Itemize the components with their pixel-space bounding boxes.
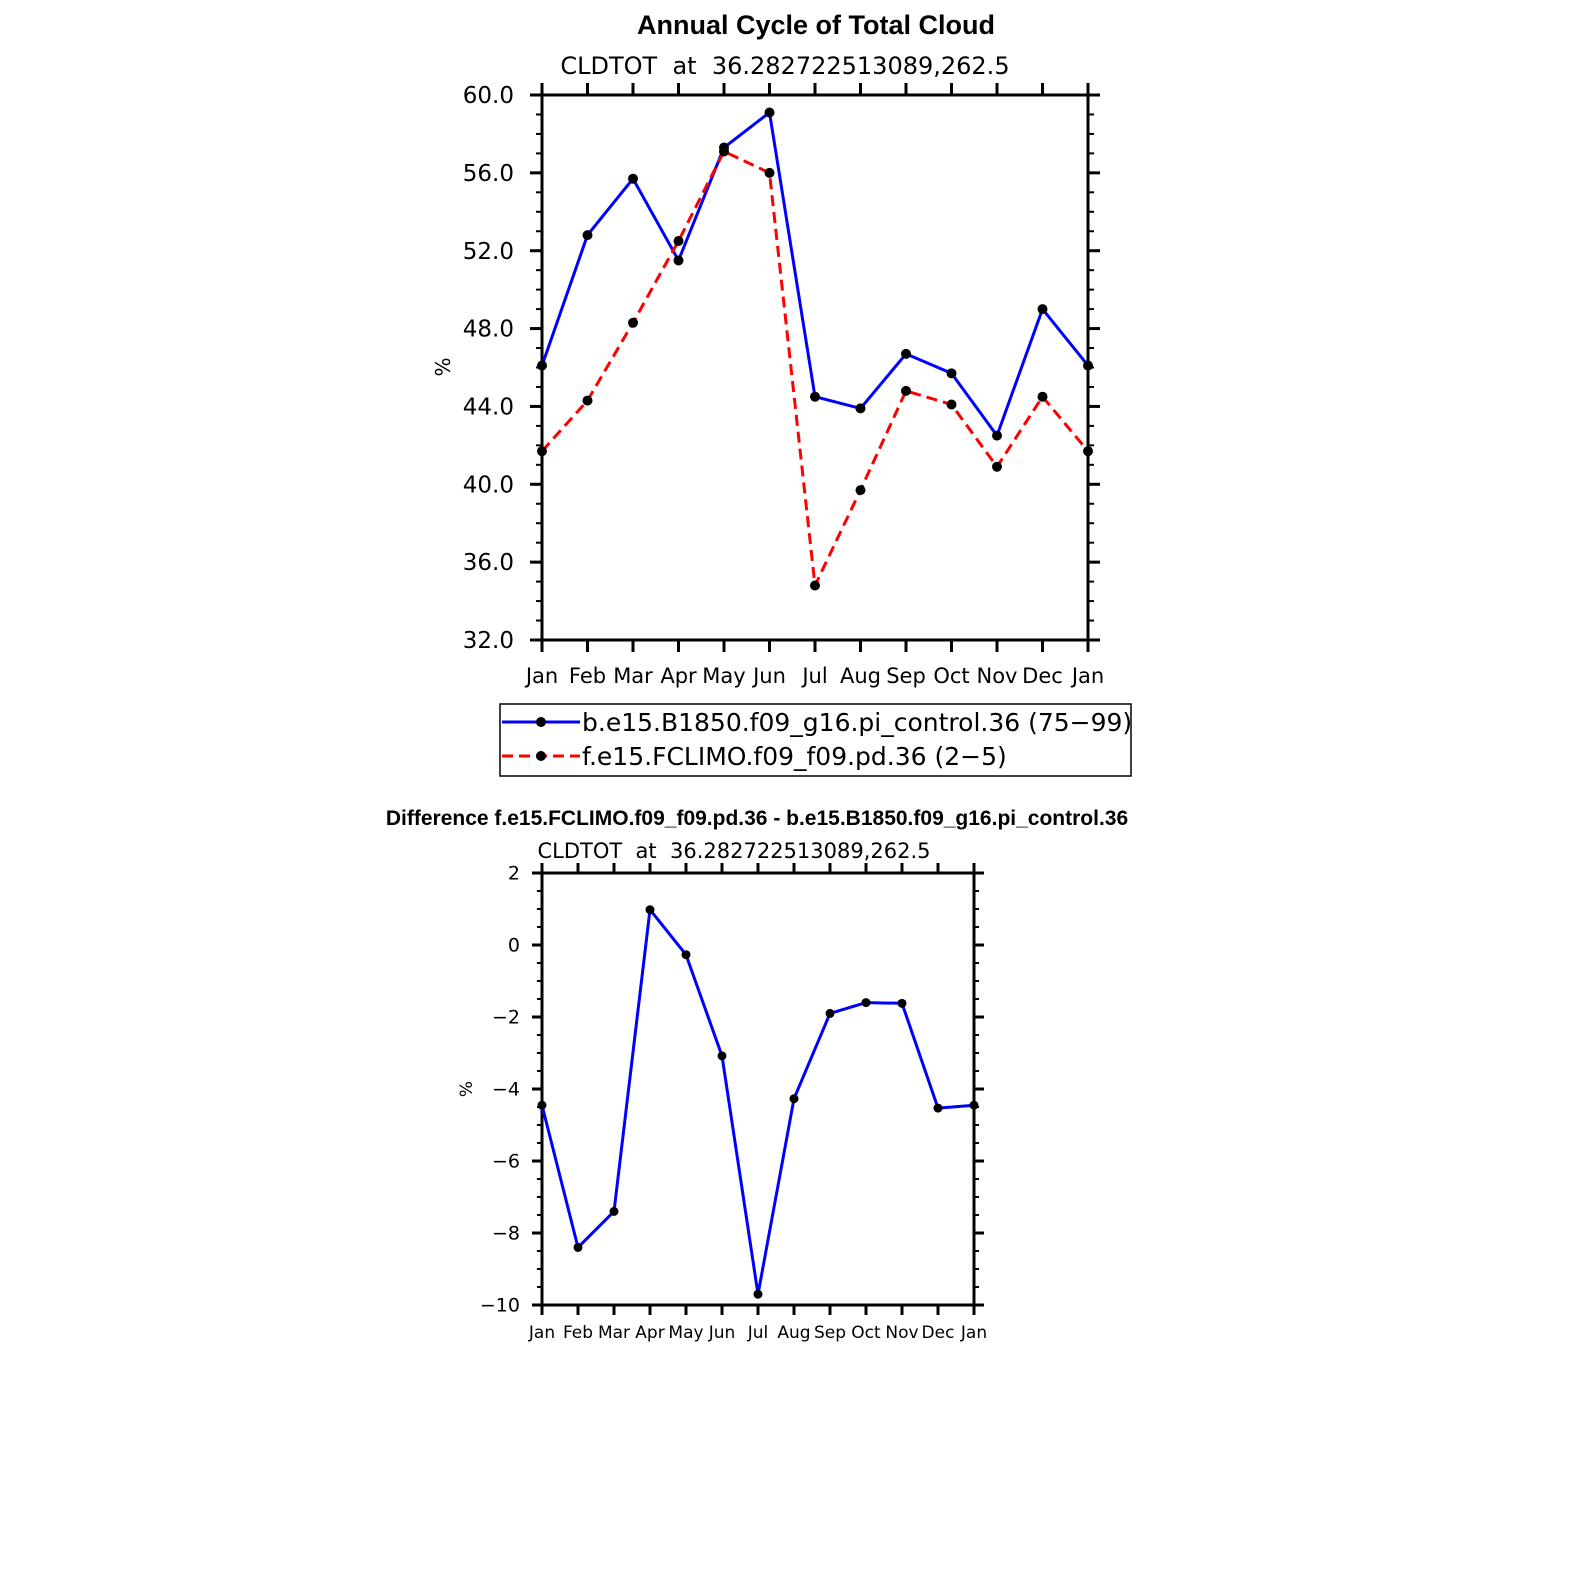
x-tick-label: Jan	[528, 1323, 555, 1343]
series-line-1	[540, 149, 1090, 587]
y-tick-label: −4	[492, 1079, 520, 1101]
legend-marker-fclimo	[536, 751, 546, 761]
series-1-point	[719, 146, 729, 157]
x-tick-label: Feb	[569, 664, 606, 688]
y-tick-label: −10	[480, 1295, 520, 1317]
chart2-plot-frame	[540, 871, 976, 1307]
chart2-ylabel: %	[457, 1081, 477, 1097]
legend-label-control: b.e15.B1850.f09_g16.pi_control.36 (75−99…	[582, 708, 1132, 737]
series-0-point	[855, 403, 866, 414]
x-tick-label: Apr	[660, 664, 697, 688]
series-1-point	[1037, 391, 1048, 402]
chart1-subtitle: CLDTOT at 36.282722513089,262.5	[560, 52, 1009, 80]
x-tick-label: Aug	[840, 664, 881, 688]
series-0-point	[764, 107, 775, 118]
x-tick-label: Nov	[977, 664, 1018, 688]
x-tick-label: Jun	[751, 664, 786, 688]
x-tick-label: Jul	[747, 1323, 769, 1343]
x-tick-label: Oct	[851, 1323, 881, 1343]
x-tick-label: Apr	[635, 1323, 664, 1343]
x-tick-label: Dec	[922, 1323, 955, 1343]
series-0-point	[901, 348, 911, 359]
series-0-point	[1037, 304, 1048, 315]
x-tick-label: Mar	[613, 664, 653, 688]
x-tick-label: Aug	[777, 1323, 810, 1343]
series-0-point	[861, 998, 871, 1008]
x-tick-label: Feb	[563, 1323, 593, 1343]
x-tick-label: Dec	[1022, 664, 1063, 688]
x-tick-label: Jul	[800, 664, 827, 688]
series-0-point	[628, 173, 638, 184]
series-0-point	[753, 1289, 763, 1299]
series-0-point	[537, 1100, 547, 1110]
annual-cycle-chart: Annual Cycle of Total Cloud CLDTOT at 36…	[431, 10, 1132, 777]
chart1-ylabel: %	[431, 357, 455, 376]
series-0-point	[537, 360, 547, 371]
series-0-point	[681, 950, 691, 960]
series-1-point	[764, 167, 775, 178]
series-1-point	[1083, 446, 1093, 457]
chart1-legend: b.e15.B1850.f09_g16.pi_control.36 (75−99…	[499, 703, 1132, 777]
series-0-point	[810, 391, 820, 402]
y-tick-label: 36.0	[463, 550, 514, 576]
series-0-point	[897, 998, 907, 1008]
x-tick-label: Nov	[885, 1323, 918, 1343]
x-tick-label: Oct	[933, 664, 969, 688]
series-0-point	[645, 905, 655, 915]
series-line-0	[540, 111, 1090, 438]
series-0-point	[573, 1242, 583, 1252]
series-1-point	[855, 485, 866, 496]
series-0-point	[933, 1103, 943, 1113]
series-1-point	[673, 235, 684, 246]
chart1-plot-frame	[540, 93, 1090, 642]
y-tick-label: 0	[508, 935, 520, 957]
y-tick-label: 52.0	[463, 239, 514, 265]
chart2-subtitle: CLDTOT at 36.282722513089,262.5	[537, 839, 930, 863]
y-tick-label: −8	[492, 1223, 520, 1245]
x-tick-label: Jan	[524, 664, 558, 688]
series-0-point	[825, 1008, 835, 1018]
y-tick-label: 44.0	[463, 394, 514, 420]
x-tick-label: Jan	[1070, 664, 1104, 688]
series-0-point	[582, 230, 593, 241]
series-0-point	[789, 1094, 799, 1104]
series-1-point	[901, 385, 911, 396]
x-tick-label: Jun	[708, 1323, 736, 1343]
legend-marker-control	[536, 717, 546, 727]
x-tick-label: May	[702, 664, 745, 688]
series-1-point	[810, 580, 820, 591]
x-tick-label: Sep	[814, 1323, 846, 1343]
x-tick-label: May	[668, 1323, 703, 1343]
series-1-point	[992, 461, 1002, 472]
series-1-point	[946, 399, 957, 410]
series-0-point	[969, 1100, 979, 1110]
legend-label-fclimo: f.e15.FCLIMO.f09_f09.pd.36 (2−5)	[582, 742, 1007, 771]
difference-chart: Difference f.e15.FCLIMO.f09_f09.pd.36 - …	[386, 807, 1128, 1343]
series-0-point	[992, 430, 1002, 441]
series-1-point	[582, 395, 593, 406]
y-tick-label: 56.0	[463, 161, 514, 187]
chart1-title: Annual Cycle of Total Cloud	[637, 10, 995, 40]
series-0-point	[946, 368, 957, 379]
series-1-point	[537, 446, 547, 457]
x-tick-label: Mar	[598, 1323, 630, 1343]
y-tick-label: −6	[492, 1151, 520, 1173]
series-0-point	[1083, 360, 1093, 371]
y-tick-label: −2	[492, 1007, 520, 1029]
series-1-point	[628, 317, 638, 328]
x-tick-label: Jan	[960, 1323, 987, 1343]
y-tick-label: 2	[508, 863, 520, 885]
y-tick-label: 60.0	[463, 83, 514, 109]
series-0-point	[609, 1206, 619, 1216]
series-0-point	[673, 255, 684, 266]
y-tick-label: 40.0	[463, 472, 514, 498]
series-line-0	[540, 908, 975, 1296]
x-tick-label: Sep	[886, 664, 926, 688]
chart2-title: Difference f.e15.FCLIMO.f09_f09.pd.36 - …	[386, 807, 1128, 830]
y-tick-label: 32.0	[463, 628, 514, 654]
y-tick-label: 48.0	[463, 317, 514, 343]
series-0-point	[717, 1051, 727, 1061]
